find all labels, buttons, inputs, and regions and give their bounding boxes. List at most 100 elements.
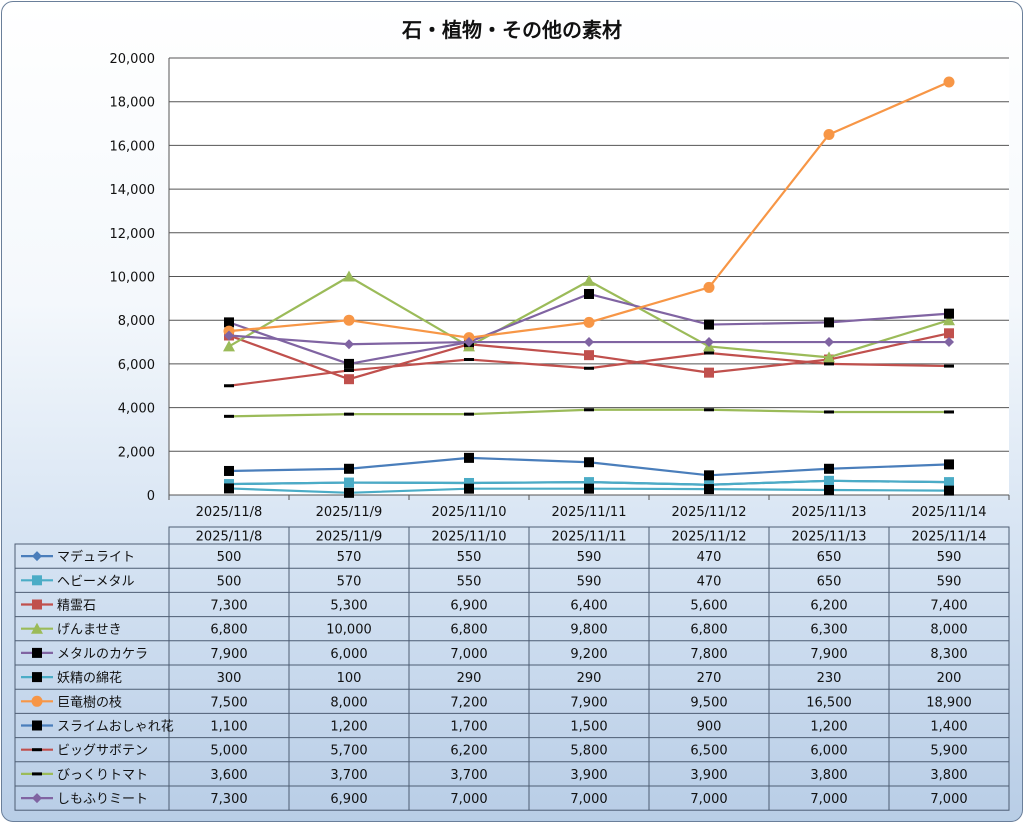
table-cell: 3,800 [810, 768, 847, 783]
table-cell: 100 [337, 671, 362, 686]
legend-key-marker [31, 695, 43, 707]
y-tick-label: 20,000 [110, 52, 156, 67]
table-cell: 9,500 [690, 695, 727, 710]
data-point-3 [704, 367, 714, 378]
table-cell: 6,200 [810, 599, 847, 614]
data-point-7 [943, 76, 955, 88]
legend-key-marker [31, 622, 43, 634]
data-point-7 [703, 281, 715, 293]
table-cell: 590 [937, 550, 962, 565]
table-cell: 7,000 [930, 792, 967, 807]
data-point-7 [583, 316, 595, 328]
y-tick-label: 2,000 [118, 445, 155, 460]
x-tick-label: 2025/11/10 [432, 505, 507, 520]
y-tick-label: 6,000 [118, 358, 155, 373]
table-column-header: 2025/11/11 [552, 530, 627, 545]
data-point-6 [464, 483, 474, 494]
data-point-4 [343, 270, 355, 282]
legend-key-marker [32, 748, 42, 752]
legend-key-marker [32, 793, 42, 804]
data-point-3 [584, 350, 594, 361]
data-point-10 [944, 410, 954, 414]
table-cell: 3,700 [450, 768, 487, 783]
table-cell: 7,000 [810, 792, 847, 807]
table-cell: 6,800 [210, 623, 247, 638]
table-cell: 10,000 [326, 623, 372, 638]
data-point-11 [944, 337, 954, 348]
table-cell: 3,600 [210, 768, 247, 783]
table-cell: 290 [577, 671, 602, 686]
table-cell: 16,500 [806, 695, 852, 710]
table-column-header: 2025/11/10 [432, 530, 507, 545]
data-point-9 [944, 364, 954, 368]
data-point-6 [944, 485, 954, 496]
data-point-10 [344, 412, 354, 416]
table-cell: 7,500 [210, 695, 247, 710]
table-cell: 6,000 [330, 647, 367, 662]
legend-key-marker [32, 599, 42, 610]
series-name: メタルのカケラ [57, 647, 148, 662]
table-cell: 470 [697, 550, 722, 565]
data-point-11 [584, 337, 594, 348]
table-cell: 8,000 [330, 695, 367, 710]
table-cell: 7,800 [690, 647, 727, 662]
table-cell: 590 [577, 574, 602, 589]
table-cell: 5,900 [930, 744, 967, 759]
x-tick-label: 2025/11/11 [552, 505, 627, 520]
series-name: しもふりミート [57, 792, 148, 807]
y-tick-label: 0 [147, 489, 155, 504]
data-point-9 [344, 368, 354, 372]
table-cell: 3,900 [570, 768, 607, 783]
table-cell: 9,200 [570, 647, 607, 662]
table-cell: 5,300 [330, 599, 367, 614]
table-cell: 6,900 [330, 792, 367, 807]
x-tick-label: 2025/11/13 [792, 505, 867, 520]
y-tick-label: 14,000 [110, 183, 156, 198]
legend-key-marker [32, 551, 42, 562]
data-point-7 [823, 128, 835, 140]
data-point-10 [584, 408, 594, 412]
series-name: 精霊石 [57, 599, 96, 614]
table-cell: 650 [817, 574, 842, 589]
table-cell: 7,000 [450, 647, 487, 662]
table-cell: 3,800 [930, 768, 967, 783]
table-cell: 5,700 [330, 744, 367, 759]
data-point-8 [824, 463, 834, 474]
table-cell: 500 [217, 574, 242, 589]
data-point-5 [344, 358, 354, 369]
data-point-8 [344, 463, 354, 474]
data-point-9 [464, 358, 474, 362]
table-cell: 500 [217, 550, 242, 565]
data-point-6 [824, 484, 834, 495]
table-cell: 5,000 [210, 744, 247, 759]
data-point-6 [224, 483, 234, 494]
table-cell: 300 [217, 671, 242, 686]
data-point-11 [464, 337, 474, 348]
data-point-4 [583, 274, 595, 286]
series-name: スライムおしゃれ花 [57, 719, 174, 735]
data-point-2 [464, 477, 474, 488]
data-point-2 [344, 477, 354, 488]
legend-key-marker [32, 672, 42, 683]
data-point-3 [344, 374, 354, 385]
x-tick-label: 2025/11/8 [196, 505, 263, 520]
data-point-2 [584, 477, 594, 488]
table-cell: 3,700 [330, 768, 367, 783]
data-point-10 [704, 408, 714, 412]
data-point-2 [944, 477, 954, 488]
series-name: 巨竜樹の枝 [57, 695, 122, 710]
table-column-header: 2025/11/12 [672, 530, 747, 545]
data-point-10 [464, 412, 474, 416]
x-tick-label: 2025/11/12 [672, 505, 747, 520]
series-name: びっくりトマト [57, 768, 148, 783]
table-cell: 290 [457, 671, 482, 686]
table-cell: 1,200 [810, 720, 847, 735]
series-name: マデュライト [57, 549, 135, 565]
table-cell: 7,900 [810, 647, 847, 662]
data-point-8 [464, 452, 474, 463]
table-cell: 18,900 [926, 695, 972, 710]
table-cell: 590 [577, 550, 602, 565]
table-column-header: 2025/11/13 [792, 530, 867, 545]
table-cell: 6,900 [450, 599, 487, 614]
table-cell: 7,000 [690, 792, 727, 807]
